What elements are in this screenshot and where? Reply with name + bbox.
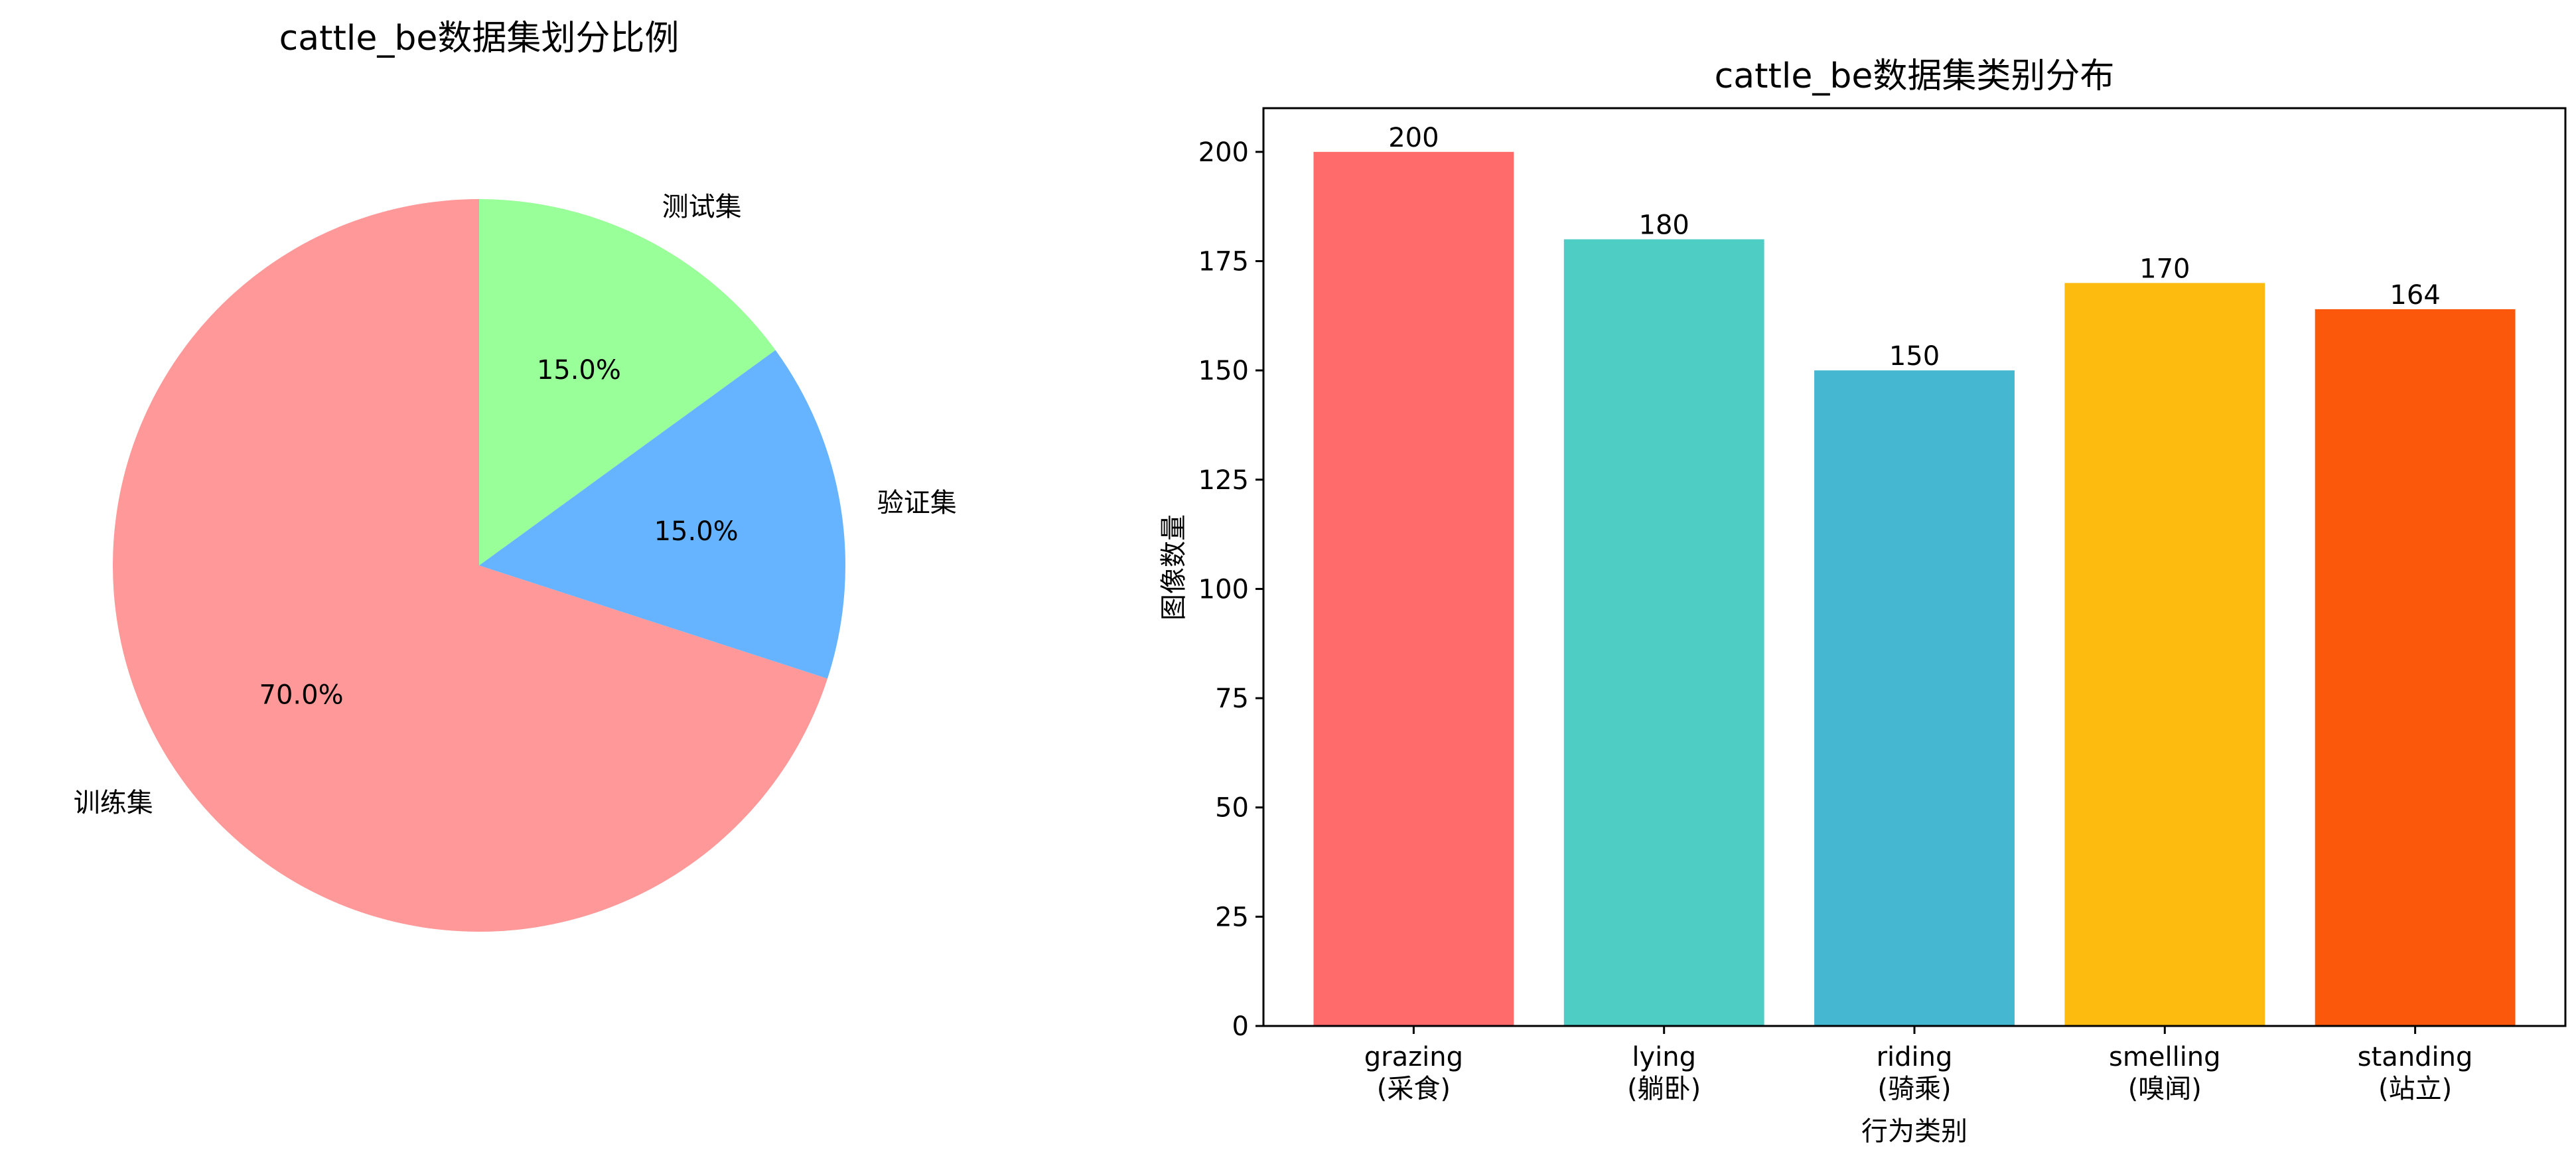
x-tick-label-4: standing (站立) [2358,1042,2473,1104]
bar-chart-title: cattle_be数据集类别分布 [1715,56,2115,96]
y-tick-label-7: 175 [1198,247,1249,277]
x-tick-label-2: riding (骑乘) [1877,1042,1953,1104]
bar-2 [1814,370,2015,1026]
y-tick-label-3: 75 [1215,684,1249,714]
pie-chart: cattle_be数据集划分比例 训练集 70.0% 验证集 15.0% 测试集 15.0… [74,19,957,932]
bar-value-label-1: 180 [1639,210,1689,241]
pie-pct-label-0: 70.0% [259,680,344,711]
pie-pct-label-1: 15.0% [654,516,739,547]
bar-value-labels: 200 180 150 170 164 [1388,123,2441,372]
y-tick-label-4: 100 [1198,574,1249,605]
y-tick-label-5: 125 [1198,465,1249,496]
pie-slice-1 [479,350,846,679]
x-axis-ticks: grazing (采食) lying (躺卧) riding (骑乘) smelling (嗅… [1364,1026,2473,1104]
bar-value-label-2: 150 [1889,341,1940,372]
x-tick-label-3: smelling (嗅闻) [2109,1042,2221,1104]
bar-1 [1563,239,1764,1027]
y-axis-ticks: 0 25 50 75 100 125 150 175 200 [1198,137,1263,1042]
pie-chart-title: cattle_be数据集划分比例 [279,19,680,58]
bar-value-label-3: 170 [2139,254,2190,284]
y-tick-label-2: 50 [1215,793,1249,824]
bar-value-label-4: 164 [2390,280,2440,311]
pie-label-0: 训练集 [74,788,153,818]
bar-series [1313,151,2516,1027]
y-tick-label-8: 200 [1198,137,1249,168]
bar-value-label-0: 200 [1388,123,1439,153]
pie-labels: 训练集 70.0% 验证集 15.0% 测试集 15.0% [74,192,957,818]
x-axis-label: 行为类别 [1861,1116,1968,1147]
y-tick-label-6: 150 [1198,356,1249,386]
bar-chart: cattle_be数据集类别分布 200 180 150 170 164 0 25 50 75… [1159,56,2567,1147]
y-axis-label: 图像数量 [1159,514,1189,620]
bar-0 [1313,151,1514,1026]
bar-4 [2315,309,2516,1026]
y-tick-label-1: 25 [1215,902,1249,932]
y-tick-label-0: 0 [1232,1011,1249,1042]
pie-slices [112,199,846,932]
bar-3 [2064,283,2265,1026]
pie-pct-label-2: 15.0% [537,355,621,386]
pie-slice-2 [479,199,776,565]
pie-label-1: 验证集 [877,488,957,518]
x-tick-label-1: lying (躺卧) [1627,1042,1701,1104]
pie-label-2: 测试集 [662,192,742,222]
x-tick-label-0: grazing (采食) [1364,1042,1463,1104]
pie-slice-0 [112,199,827,932]
